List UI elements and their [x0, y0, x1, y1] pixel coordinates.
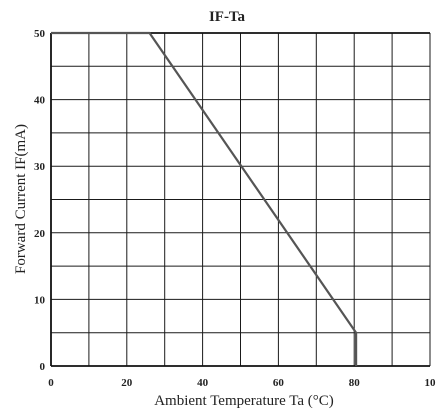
y-axis-label: Forward Current IF(mA) — [13, 124, 29, 274]
x-tick-label: 40 — [197, 377, 209, 389]
y-tick-label: 40 — [34, 95, 46, 107]
x-tick-label: 10 — [425, 377, 437, 389]
y-tick-label: 10 — [34, 294, 46, 306]
y-tick-label: 20 — [34, 228, 46, 240]
x-axis-label: Ambient Temperature Ta (°C) — [154, 393, 334, 409]
derating-curve-line — [51, 31, 358, 366]
y-tick-label: 30 — [34, 161, 46, 173]
y-tick-label: 50 — [34, 28, 46, 40]
x-tick-label: 80 — [349, 377, 361, 389]
x-tick-label: 60 — [273, 377, 285, 389]
chart-title: IF-Ta — [209, 9, 246, 25]
x-tick-label: 0 — [48, 377, 54, 389]
x-tick-label: 20 — [121, 377, 133, 389]
y-tick-label: 0 — [40, 361, 46, 373]
